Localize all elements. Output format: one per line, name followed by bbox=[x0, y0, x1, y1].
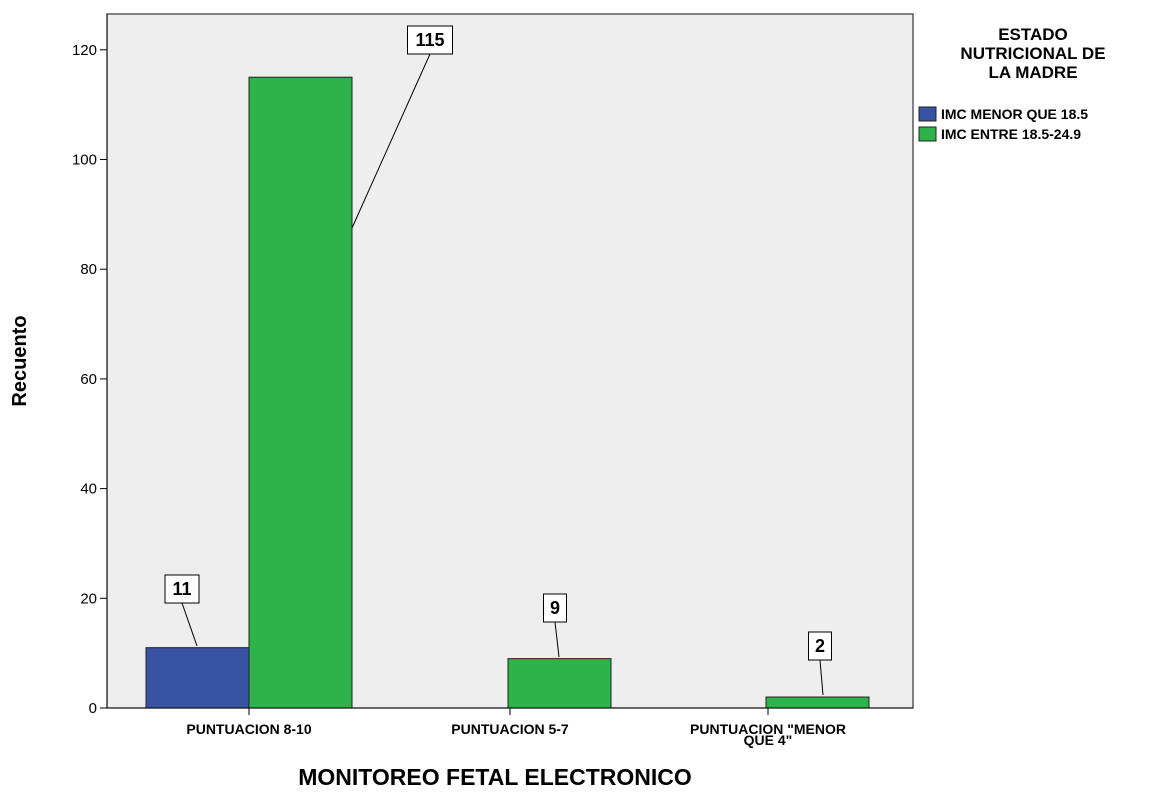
x-tick-label: QUE 4" bbox=[744, 732, 793, 748]
data-label: 115 bbox=[415, 30, 444, 50]
x-tick-label: PUNTUACION 8-10 bbox=[186, 721, 311, 737]
bar bbox=[248, 76, 353, 709]
y-tick-label: 100 bbox=[72, 152, 97, 169]
bars bbox=[145, 76, 870, 709]
data-label-box bbox=[808, 631, 832, 661]
x-axis-title: MONITOREO FETAL ELECTRONICO bbox=[298, 764, 692, 790]
x-tick-label: PUNTUACION "MENOR bbox=[690, 721, 846, 737]
legend-label: IMC ENTRE 18.5-24.9 bbox=[941, 126, 1081, 142]
data-label-box bbox=[407, 25, 453, 55]
data-label-leader bbox=[554, 621, 560, 658]
y-tick-label: 40 bbox=[80, 481, 97, 498]
y-tick-label: 0 bbox=[89, 700, 97, 717]
data-label-leader bbox=[181, 602, 198, 647]
legend-title: LA MADRE bbox=[988, 63, 1077, 82]
legend-title: ESTADO bbox=[998, 25, 1068, 44]
data-label: 2 bbox=[815, 636, 825, 656]
legend-title: NUTRICIONAL DE bbox=[960, 44, 1105, 63]
data-label-box bbox=[164, 574, 200, 604]
data-label: 11 bbox=[172, 579, 191, 599]
data-label-box bbox=[543, 593, 567, 623]
bar bbox=[145, 647, 250, 709]
y-tick-label: 60 bbox=[80, 371, 97, 388]
y-axis-title: Recuento bbox=[9, 315, 31, 406]
bar bbox=[765, 696, 870, 709]
y-tick-label: 20 bbox=[80, 590, 97, 607]
y-tick-label: 80 bbox=[80, 261, 97, 278]
y-tick-label: 120 bbox=[72, 42, 97, 59]
y-axis: 0 20 40 60 80 100 120 bbox=[72, 14, 108, 717]
plot-area bbox=[106, 13, 914, 709]
bar bbox=[507, 658, 612, 709]
data-labels: 11 115 9 2 bbox=[164, 25, 832, 696]
x-tick-label: PUNTUACION 5-7 bbox=[451, 721, 569, 737]
legend-swatch bbox=[918, 106, 937, 122]
data-label: 9 bbox=[550, 598, 560, 618]
data-label-leader bbox=[351, 53, 431, 229]
legend-label: IMC MENOR QUE 18.5 bbox=[941, 106, 1088, 122]
data-label-leader bbox=[819, 659, 824, 696]
x-axis: PUNTUACION 8-10 PUNTUACION 5-7 PUNTUACION … bbox=[107, 707, 913, 748]
legend-swatch bbox=[918, 126, 937, 142]
